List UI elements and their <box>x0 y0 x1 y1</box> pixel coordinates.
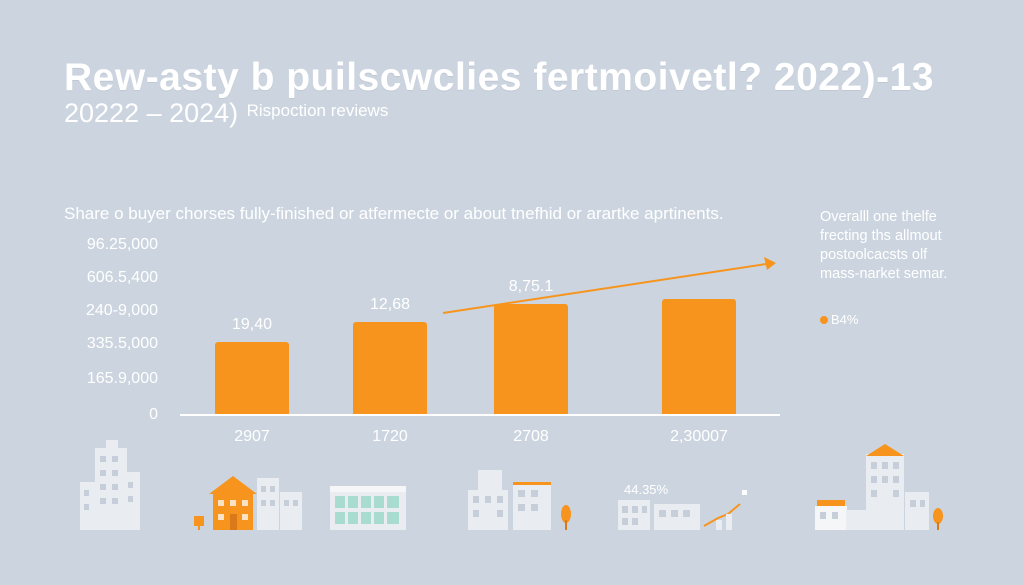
legend-dot-icon <box>820 316 828 324</box>
subtitle: 20222 – 2024) Rispoction reviews <box>64 98 388 129</box>
x-tick-label: 2,30007 <box>670 428 728 445</box>
bar-value-label: 8,75.1 <box>508 278 554 296</box>
trend-arrow-icon <box>764 257 776 270</box>
building-caption: 44.35% <box>624 482 669 497</box>
y-tick-label: 0 <box>149 406 158 423</box>
subtitle-label: Rispoction reviews <box>246 101 389 120</box>
y-tick-label: 165.9,000 <box>86 370 158 387</box>
y-tick-label: 335.5,000 <box>86 335 158 352</box>
x-axis-line <box>180 414 780 416</box>
side-note: Overalll one thelfe frecting ths allmout… <box>820 208 970 284</box>
growth-buildings-icon: 44.35% <box>618 482 747 530</box>
y-tick-label: 96.25,000 <box>86 236 158 253</box>
y-tick-label: 606.5,400 <box>86 269 158 286</box>
side-note-line: mass-narket semar. <box>820 266 948 282</box>
bar-1 <box>215 342 289 414</box>
chart-title: Rew-asty b puilscwclies fertmoivetl? 202… <box>64 56 934 99</box>
bar-value-label: 12,68 <box>369 296 411 314</box>
side-note-line: Overalll one thelfe <box>820 209 937 225</box>
legend-label: B4% <box>831 312 859 327</box>
bar-2 <box>353 322 427 414</box>
residential-tower-icon <box>815 444 943 530</box>
tall-building-icon <box>80 440 140 530</box>
subtitle-years: 20222 – 2024) <box>64 98 239 128</box>
chart-question: Share o buyer chorses fully-finished or … <box>64 204 724 223</box>
legend: B4% <box>820 312 858 327</box>
building-illustrations: 44.35% <box>80 440 943 530</box>
y-tick-label: 240-9,000 <box>85 302 158 319</box>
office-block-icon <box>330 486 406 530</box>
x-tick-label: 2708 <box>513 428 549 445</box>
side-note-line: postoolcacsts olf <box>820 247 928 263</box>
orange-house-icon <box>194 476 302 530</box>
apartment-pair-icon <box>468 470 571 530</box>
x-tick-label: 1720 <box>372 428 408 445</box>
x-tick-label: 2907 <box>234 428 270 445</box>
bar-value-label: 19,40 <box>231 316 273 334</box>
bar-3 <box>494 304 568 414</box>
side-note-line: frecting ths allmout <box>820 228 942 244</box>
bar-4 <box>662 299 736 414</box>
